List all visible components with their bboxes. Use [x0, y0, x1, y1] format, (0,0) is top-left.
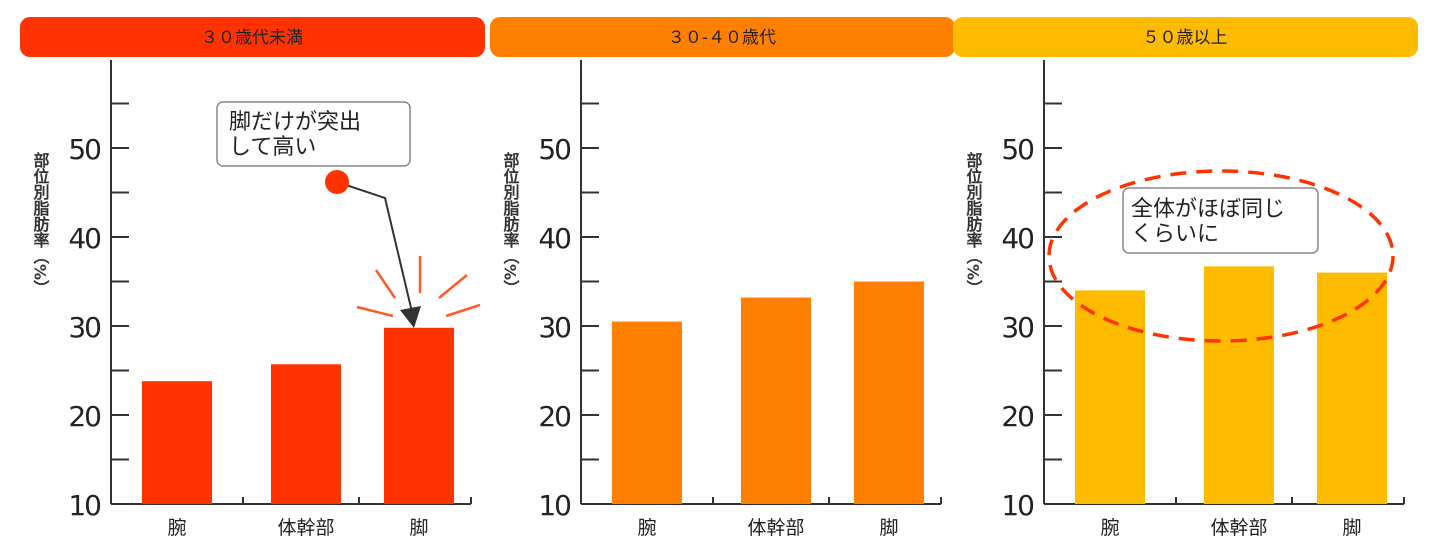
bar-腕	[1075, 290, 1145, 504]
y-axis-label: 部位別脂肪率（%）	[501, 151, 520, 296]
y-tick-label: 10	[1001, 489, 1033, 522]
y-tick-label: 20	[538, 400, 570, 433]
y-tick-label: 30	[68, 311, 100, 344]
y-tick-label: 40	[538, 222, 570, 255]
panel-title: ３０-４０歳代	[668, 28, 776, 48]
callout-text: くらいに	[1131, 222, 1219, 247]
bar-脚	[384, 327, 454, 504]
y-tick-label: 50	[538, 133, 570, 166]
callout-box	[216, 101, 411, 167]
x-tick-label: 腕	[167, 517, 186, 539]
x-tick-label: 体幹部	[747, 517, 804, 539]
y-tick-label: 10	[538, 489, 570, 522]
bar-体幹部	[271, 364, 341, 504]
emphasis-burst-line	[445, 303, 481, 318]
y-axis-label: 部位別脂肪率（%）	[31, 151, 50, 296]
bar-腕	[142, 381, 212, 504]
y-tick-label: 10	[68, 489, 100, 522]
y-axis-label: 部位別脂肪率（%）	[964, 151, 983, 296]
bar-脚	[854, 281, 924, 504]
y-tick-label: 40	[68, 222, 100, 255]
callout-text: 脚だけが突出	[229, 110, 361, 135]
y-tick-label: 20	[1001, 400, 1033, 433]
emphasis-burst-line	[374, 269, 397, 299]
callout-box	[1122, 187, 1319, 254]
callout-arrow-line	[336, 181, 413, 313]
arrow-head-icon	[400, 306, 421, 328]
callout-text: 全体がほぼ同じ	[1131, 197, 1285, 222]
bar-体幹部	[1204, 266, 1274, 504]
y-tick-label: 20	[68, 400, 100, 433]
x-tick-label: 腕	[1100, 517, 1119, 539]
emphasis-burst-line	[438, 274, 468, 299]
panel-header	[20, 17, 485, 57]
panel-title: ５０歳以上	[1143, 28, 1228, 48]
bar-体幹部	[741, 297, 811, 504]
x-tick-label: 腕	[637, 517, 656, 539]
panel-header	[953, 17, 1418, 57]
panel-header	[490, 17, 955, 57]
panel-title: ３０歳代未満	[201, 28, 303, 48]
y-tick-label: 50	[1001, 133, 1033, 166]
x-tick-label: 脚	[1342, 517, 1361, 539]
y-tick-label: 30	[1001, 311, 1033, 344]
bar-腕	[612, 321, 682, 504]
y-tick-label: 40	[1001, 222, 1033, 255]
y-tick-label: 50	[68, 133, 100, 166]
bar-脚	[1317, 272, 1387, 504]
x-tick-label: 体幹部	[277, 517, 334, 539]
x-tick-label: 体幹部	[1210, 517, 1267, 539]
x-tick-label: 脚	[879, 517, 898, 539]
callout-text: して高い	[229, 135, 316, 160]
emphasis-burst-line	[356, 305, 394, 318]
y-tick-label: 30	[538, 311, 570, 344]
callout-dot	[325, 170, 349, 194]
dashed-ellipse	[1047, 169, 1395, 343]
x-tick-label: 脚	[409, 517, 428, 539]
